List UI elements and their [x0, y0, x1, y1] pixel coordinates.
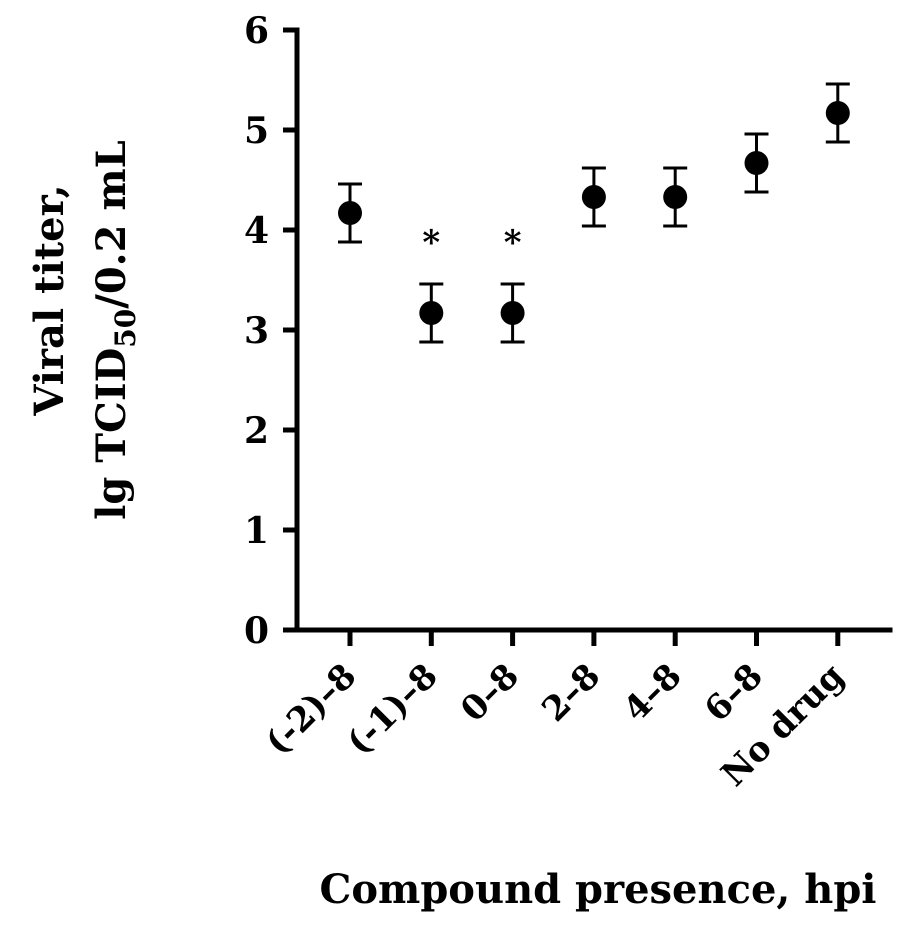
marker-2 — [500, 301, 525, 325]
data-point-0 — [338, 182, 362, 244]
y-axis-title-subscript: 50 — [109, 309, 142, 348]
marker-3 — [581, 185, 606, 209]
x-axis-title: Compound presence, hpi — [320, 866, 877, 913]
data-point-6 — [825, 82, 850, 144]
x-tick-label-1: (-1)–8 — [339, 656, 445, 762]
data-point-1: * — [419, 223, 444, 344]
marker-5 — [744, 151, 769, 175]
x-ticks: (-2)–8(-1)–8 0–8 2–8 4–8 6–8No drug — [258, 630, 852, 795]
significance-star-1: * — [422, 223, 440, 263]
significance-star-2: * — [504, 223, 522, 263]
data-points: * * — [338, 82, 850, 344]
y-tick-label-1: 1 — [244, 510, 269, 552]
data-point-3 — [581, 166, 606, 228]
data-point-4 — [663, 166, 688, 228]
data-point-5 — [744, 132, 769, 194]
y-axis-title-prefix: lg TCID — [88, 348, 135, 520]
y-tick-label-6: 6 — [244, 10, 269, 52]
marker-6 — [825, 101, 850, 125]
marker-4 — [663, 185, 688, 209]
y-axis-title-suffix: /0.2 mL — [88, 140, 135, 309]
marker-0 — [338, 201, 362, 225]
y-axis-title-line2: lg TCID50/0.2 mL — [88, 140, 142, 520]
x-tick-label-4: 4–8 — [616, 656, 690, 730]
data-point-2: * — [500, 223, 525, 344]
y-tick-label-4: 4 — [244, 210, 269, 252]
y-ticks: 0 1 2 3 4 5 6 — [244, 10, 297, 652]
x-tick-label-3: 2–8 — [534, 656, 608, 730]
marker-1 — [419, 301, 444, 325]
y-axis-title-line1: Viral titer, — [26, 184, 73, 416]
y-tick-label-3: 3 — [244, 310, 269, 352]
y-tick-label-2: 2 — [244, 410, 269, 452]
y-tick-label-5: 5 — [244, 110, 269, 152]
y-tick-label-0: 0 — [244, 610, 269, 652]
x-tick-label-2: 0–8 — [453, 656, 527, 730]
x-tick-label-0: (-2)–8 — [258, 656, 364, 762]
axes — [294, 27, 893, 633]
